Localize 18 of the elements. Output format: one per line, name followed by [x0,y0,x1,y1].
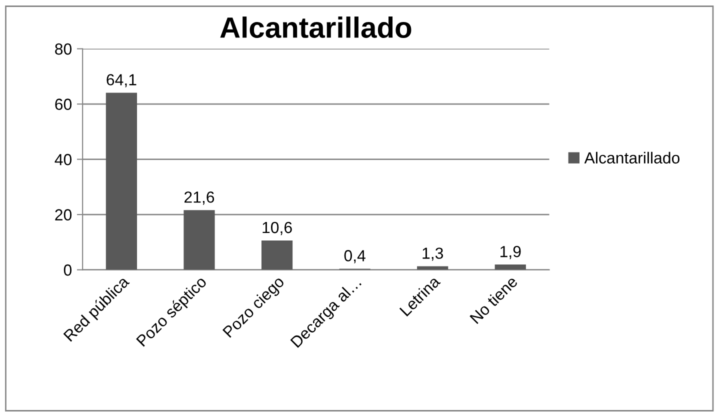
y-tick-label: 40 [54,154,72,166]
chart-title: Alcantarillado [220,16,412,38]
data-label: 1,3 [422,248,443,261]
data-label: 64,1 [106,74,136,88]
legend-label: Alcantarillado [584,152,680,164]
bar [494,264,526,270]
y-tick-label: 0 [64,264,72,276]
bar [261,240,293,270]
data-label: 0,4 [344,250,366,264]
y-tick-label: 60 [55,98,72,110]
y-tick-label: 20 [55,209,72,220]
bar [106,92,138,270]
data-label: 10,6 [262,222,292,236]
bar [417,266,448,270]
y-tick-label: 80 [55,43,72,55]
data-label: 1,9 [500,246,521,260]
bar [184,210,215,270]
data-label: 21,6 [184,191,214,205]
